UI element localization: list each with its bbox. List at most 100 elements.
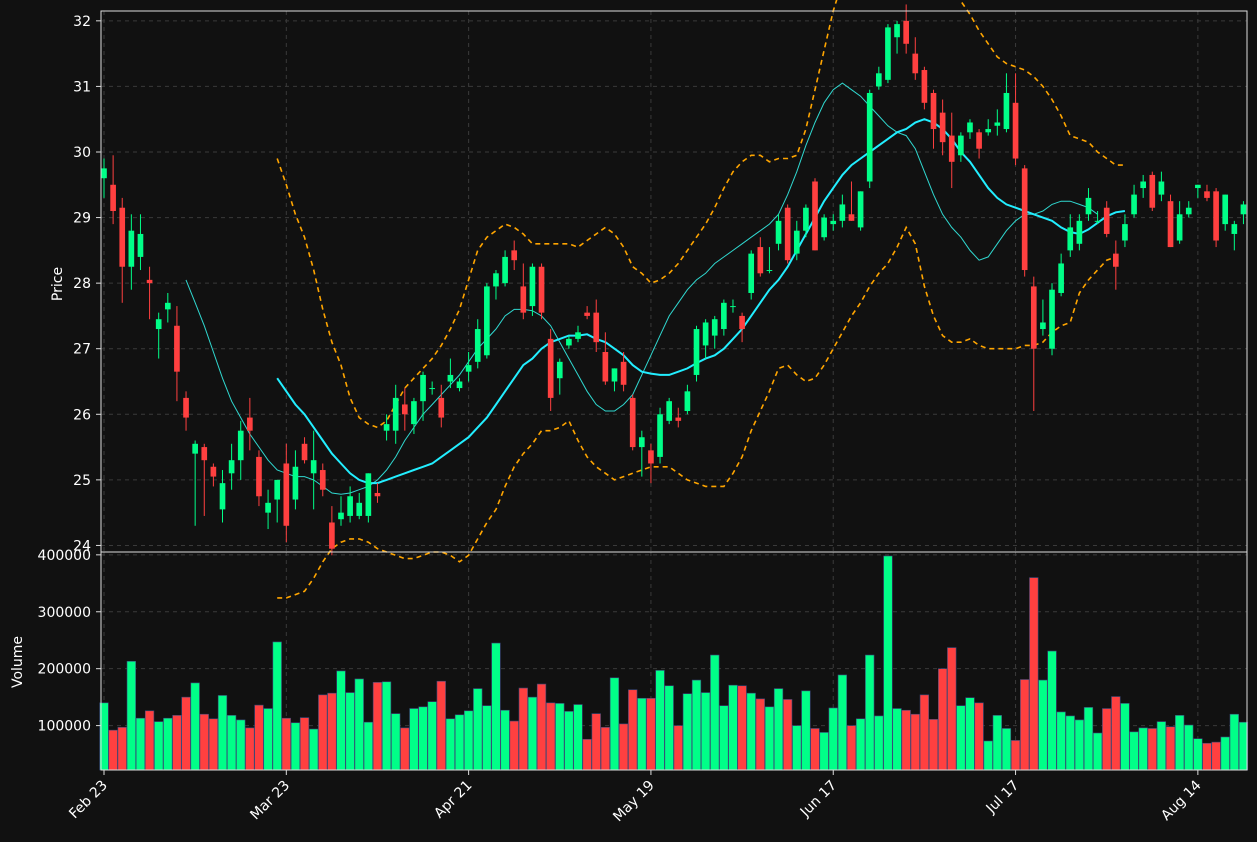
candle-body [128, 230, 135, 267]
candle-body [666, 401, 672, 421]
candle-body [730, 306, 736, 308]
volume-bar [272, 641, 282, 771]
candle-body [793, 230, 800, 254]
candle-body [784, 207, 791, 261]
volume-bar [892, 708, 902, 771]
price-tick-label: 30 [73, 145, 91, 161]
candle-body [1204, 191, 1210, 198]
candle-body [1176, 214, 1183, 241]
volume-bar [564, 711, 574, 771]
indicator-lines [185, 0, 1126, 599]
volume-bar [555, 703, 565, 771]
candle-body [566, 338, 572, 346]
candle-body [484, 286, 490, 356]
candle-body [684, 391, 691, 412]
candle-body [875, 73, 882, 87]
price-tick-label: 27 [73, 342, 91, 358]
volume-bar [318, 694, 328, 771]
volume-bar [655, 670, 665, 771]
candle-body [301, 443, 308, 461]
volume-bar [801, 690, 811, 771]
candle-body [1240, 204, 1247, 215]
volume-bar [518, 687, 528, 771]
volume-tick-label: 400000 [38, 548, 91, 564]
candle-body [757, 247, 764, 274]
volume-bar [1001, 728, 1012, 771]
candle-body [967, 122, 973, 133]
volume-bar [108, 729, 118, 771]
volume-y-axis: 100000 200000 300000 400000 [38, 548, 101, 735]
candle-body [1195, 184, 1201, 189]
candle-body [1058, 263, 1064, 293]
volume-bar [618, 723, 629, 771]
volume-bar [482, 705, 492, 771]
ma_slow-line [276, 118, 1126, 485]
candle-body [848, 214, 855, 221]
candle-body [1076, 220, 1083, 244]
candle-body [839, 204, 846, 221]
price-tick-label: 26 [73, 407, 91, 423]
candle-body [1122, 224, 1128, 241]
volume-bar [609, 677, 620, 771]
volume-bar [463, 710, 474, 771]
price-tick-label: 28 [73, 276, 91, 292]
volume-bar [728, 684, 738, 771]
candle-body [830, 220, 837, 225]
candle-body [866, 92, 873, 182]
volume-bar [983, 740, 993, 771]
volume-bar [700, 692, 711, 771]
candle-body [976, 132, 982, 149]
price-tick-label: 24 [73, 538, 91, 554]
candle-body [748, 253, 755, 293]
volume-bar [254, 704, 264, 771]
volume-bar [327, 692, 337, 771]
volume-bar [710, 654, 720, 771]
candle-body [556, 361, 563, 379]
volume-bar [172, 715, 182, 771]
candle-body [1149, 174, 1156, 208]
candle-body [575, 332, 581, 339]
volume-bar [664, 685, 674, 771]
candle-body [456, 381, 463, 389]
volume-bar [117, 727, 127, 771]
volume-panel-frame [100, 551, 1248, 771]
candle-body [110, 184, 116, 212]
volume-bar [1184, 724, 1194, 771]
volume-bar [126, 660, 136, 771]
candle-body [994, 122, 1001, 126]
candle-body [1112, 253, 1119, 267]
volume-bar [309, 728, 319, 771]
volume-bar [691, 679, 702, 771]
volume-bar [363, 721, 373, 771]
candle-body [611, 368, 618, 382]
candle-body [803, 207, 809, 231]
volume-bar [290, 722, 301, 771]
volume-axis-label: Volume [10, 636, 26, 688]
price-grid [101, 11, 1247, 552]
volume-bar [354, 678, 364, 771]
volume-bar [901, 709, 911, 771]
volume-bar [418, 706, 428, 771]
volume-bar [1165, 726, 1176, 771]
volume-bar [1175, 715, 1185, 771]
volume-bar [992, 715, 1002, 771]
volume-bar [937, 668, 948, 771]
volume-bar [400, 727, 410, 771]
volume-bar [737, 685, 747, 771]
volume-bar [500, 709, 510, 771]
candle-body [237, 430, 244, 461]
candle-body [210, 466, 217, 477]
volume-bar [135, 717, 146, 771]
candle-body [702, 322, 709, 346]
volume-bar [855, 718, 866, 771]
volume-bar [764, 706, 775, 771]
volume-bar [1129, 731, 1139, 771]
candle-body [201, 447, 208, 461]
price-tick-label: 32 [73, 14, 91, 30]
volume-bar [163, 717, 173, 771]
volume-bar [865, 654, 875, 771]
candle-body [438, 397, 445, 418]
candle-body [511, 250, 518, 261]
volume-bar [536, 683, 547, 771]
volume-bar [573, 704, 583, 771]
